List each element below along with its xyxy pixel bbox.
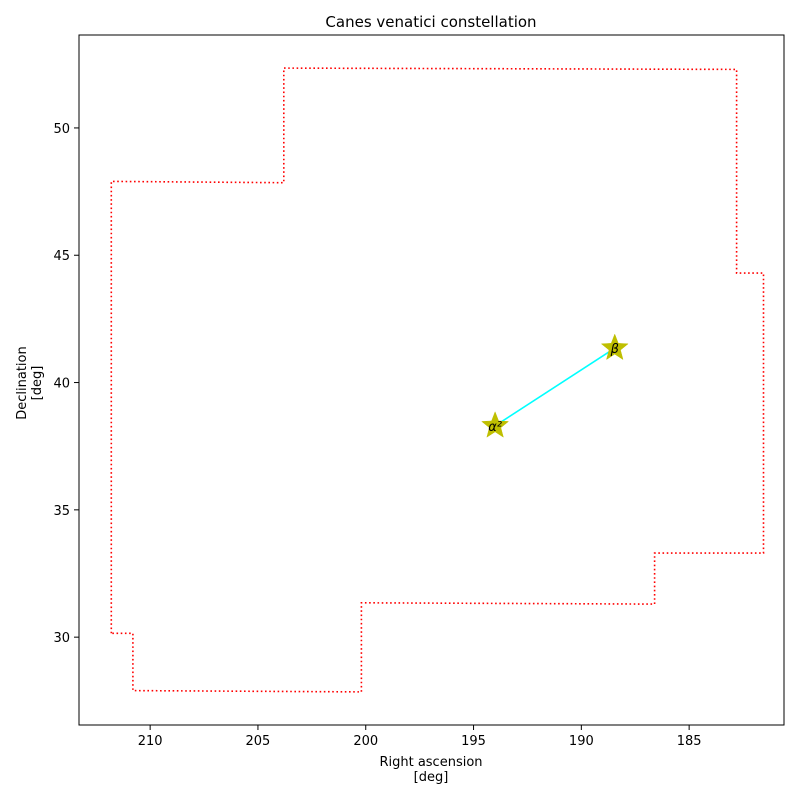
y-tick-label-4: 50 xyxy=(53,122,70,137)
x-axis-label-line-2: [deg] xyxy=(414,770,449,785)
y-tick-label-2: 40 xyxy=(53,377,70,392)
star-marker-1 xyxy=(600,333,629,361)
chart-title: Canes venatici constellation xyxy=(325,13,536,31)
constellation-boundary xyxy=(110,67,765,693)
y-tick-label-3: 45 xyxy=(53,249,70,264)
x-tick-label-1: 205 xyxy=(246,734,271,749)
asterism-line-0 xyxy=(494,347,616,427)
star-marker-0 xyxy=(481,411,510,438)
x-tick-label-4: 190 xyxy=(569,734,594,749)
y-tick-label-1: 35 xyxy=(53,504,70,519)
x-tick-label-3: 195 xyxy=(461,734,486,749)
star-label-1: β xyxy=(610,342,619,357)
x-axis-label-line-1: Right ascension xyxy=(379,755,482,770)
star-label-0: α² xyxy=(488,420,502,435)
y-axis-label-line-1: Declination xyxy=(15,346,30,420)
y-tick-label-0: 30 xyxy=(53,631,70,646)
plot-frame xyxy=(78,34,785,726)
x-tick-label-0: 210 xyxy=(138,734,163,749)
y-axis-label-line-2: [deg] xyxy=(30,366,45,401)
x-tick-label-2: 200 xyxy=(353,734,378,749)
x-tick-label-5: 185 xyxy=(677,734,702,749)
